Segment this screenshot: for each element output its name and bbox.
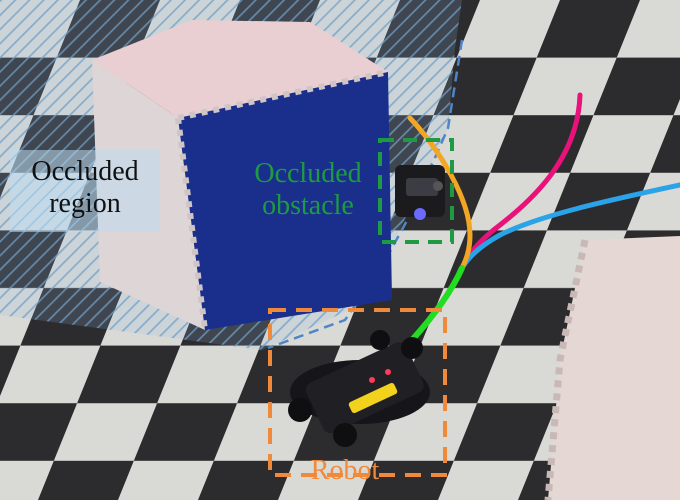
white-box: [548, 236, 680, 500]
occluded-region-label-bg: [10, 150, 160, 232]
trajectory-orange: [407, 115, 473, 271]
robot-car-icon: [288, 330, 430, 447]
obstacle-box-front-face: [178, 72, 392, 330]
robot-highlight-box: [268, 308, 447, 477]
occluded-robot-car-icon: [395, 165, 445, 220]
white-box-edge: [544, 239, 589, 500]
trajectory-blue: [459, 182, 680, 271]
occluded-obstacle-highlight-box: [378, 138, 454, 244]
trajectory-green: [409, 265, 465, 343]
occluded-obstacle-label: Occluded obstacle: [254, 158, 362, 222]
occluded-region-label: Occluded region: [31, 156, 139, 220]
obstacle-box-top: [92, 20, 388, 118]
robot-label: Robot: [310, 455, 380, 486]
